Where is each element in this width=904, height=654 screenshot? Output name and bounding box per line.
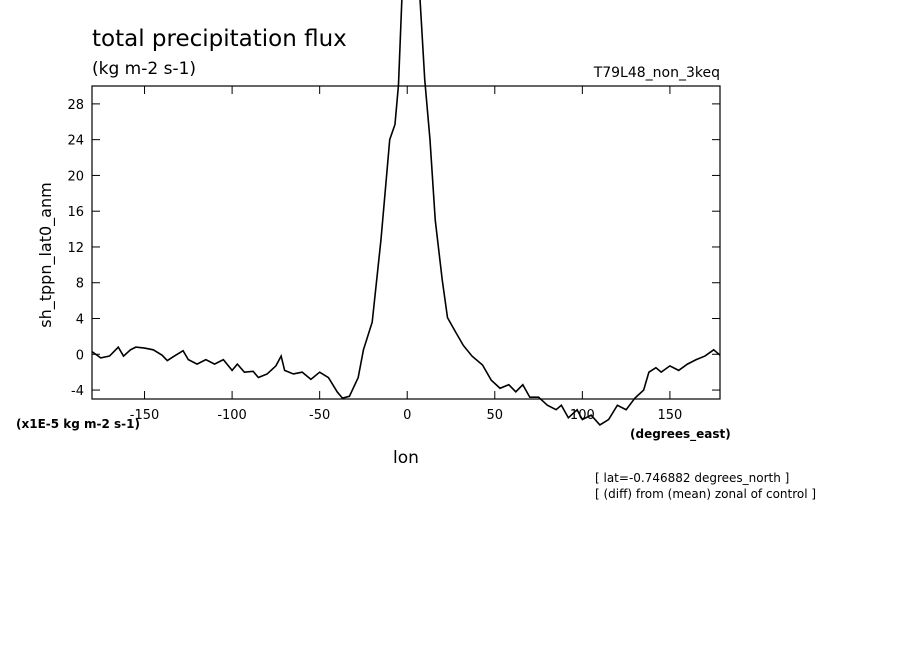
x-tick-label: -100 [217,408,247,423]
x-tick-label: 50 [487,408,504,423]
x-tick-label: -50 [309,408,330,423]
x-axis-label: lon [393,448,419,468]
y-tick-label: 24 [67,134,84,149]
chart-title: total precipitation flux [92,26,347,52]
plot-frame [91,85,721,400]
y-tick-label: 16 [67,205,84,220]
run-label: T79L48_non_3keq [593,65,720,81]
y-units: (x1E-5 kg m-2 s-1) [16,417,140,431]
y-tick-label: 4 [76,313,84,328]
y-tick-label: 28 [67,98,84,113]
y-tick-label: 0 [76,348,84,363]
y-tick-label: 20 [67,169,84,184]
y-tick-label: -4 [71,384,84,399]
x-tick-label: 100 [570,408,595,423]
x-tick-label: 150 [658,408,683,423]
y-tick-label: 8 [76,277,84,292]
note: [ (diff) from (mean) zonal of control ] [595,487,816,501]
x-units: (degrees_east) [630,427,731,442]
x-tick-label: -150 [130,408,160,423]
note: [ lat=-0.746882 degrees_north ] [595,471,789,485]
x-tick-label: 0 [403,408,411,423]
chart-subtitle: (kg m-2 s-1) [92,59,196,79]
y-tick-label: 12 [67,241,84,256]
y-axis-label: sh_tppn_lat0_anm [36,182,56,327]
data-line [91,0,721,426]
